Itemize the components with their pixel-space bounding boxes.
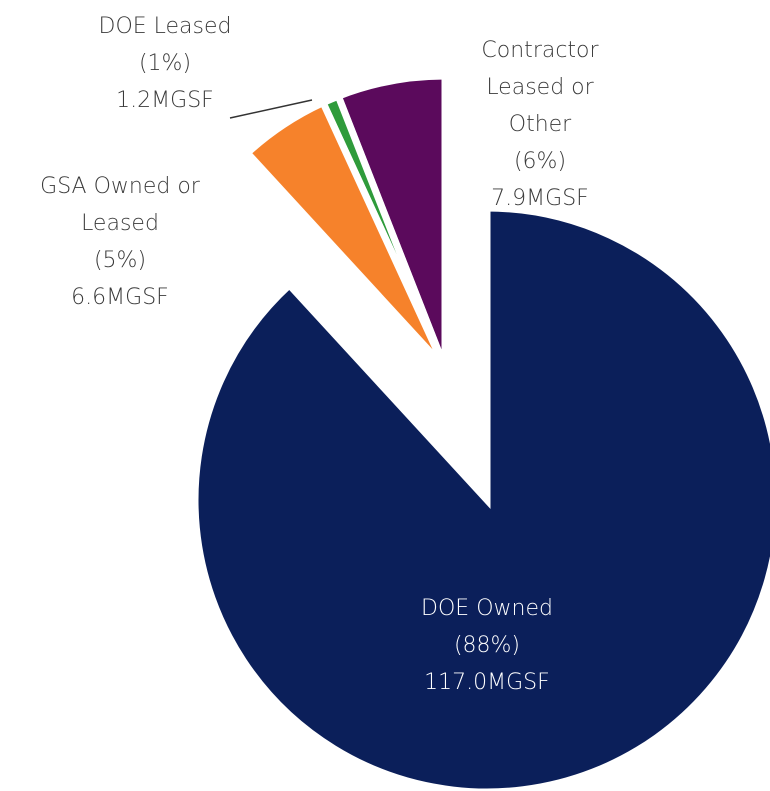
slice-label: DOE Owned (88%) 117.0MGSF xyxy=(357,590,617,701)
value-label: 117.0MGSF xyxy=(424,670,550,695)
slice-label: DOE Leased (1%) 1.2MGSF xyxy=(65,8,265,119)
category-label: Contractor Leased or Other xyxy=(481,38,599,137)
value-label: 1.2MGSF xyxy=(116,88,214,113)
slice-label: Contractor Leased or Other (6%) 7.9MGSF xyxy=(470,32,610,217)
category-label: DOE Leased xyxy=(98,14,232,39)
percent-label: (88%) xyxy=(453,633,521,658)
leader-line xyxy=(229,99,313,119)
percent-label: (6%) xyxy=(513,149,567,174)
pie-slice xyxy=(242,98,449,371)
value-label: 6.6MGSF xyxy=(71,285,169,310)
category-label: DOE Owned xyxy=(421,596,553,621)
value-label: 7.9MGSF xyxy=(491,186,589,211)
category-label: GSA Owned or Leased xyxy=(40,174,200,236)
percent-label: (5%) xyxy=(93,248,147,273)
slice-label: GSA Owned or Leased (5%) 6.6MGSF xyxy=(20,168,220,316)
pie-slice xyxy=(191,204,770,791)
percent-label: (1%) xyxy=(138,51,192,76)
